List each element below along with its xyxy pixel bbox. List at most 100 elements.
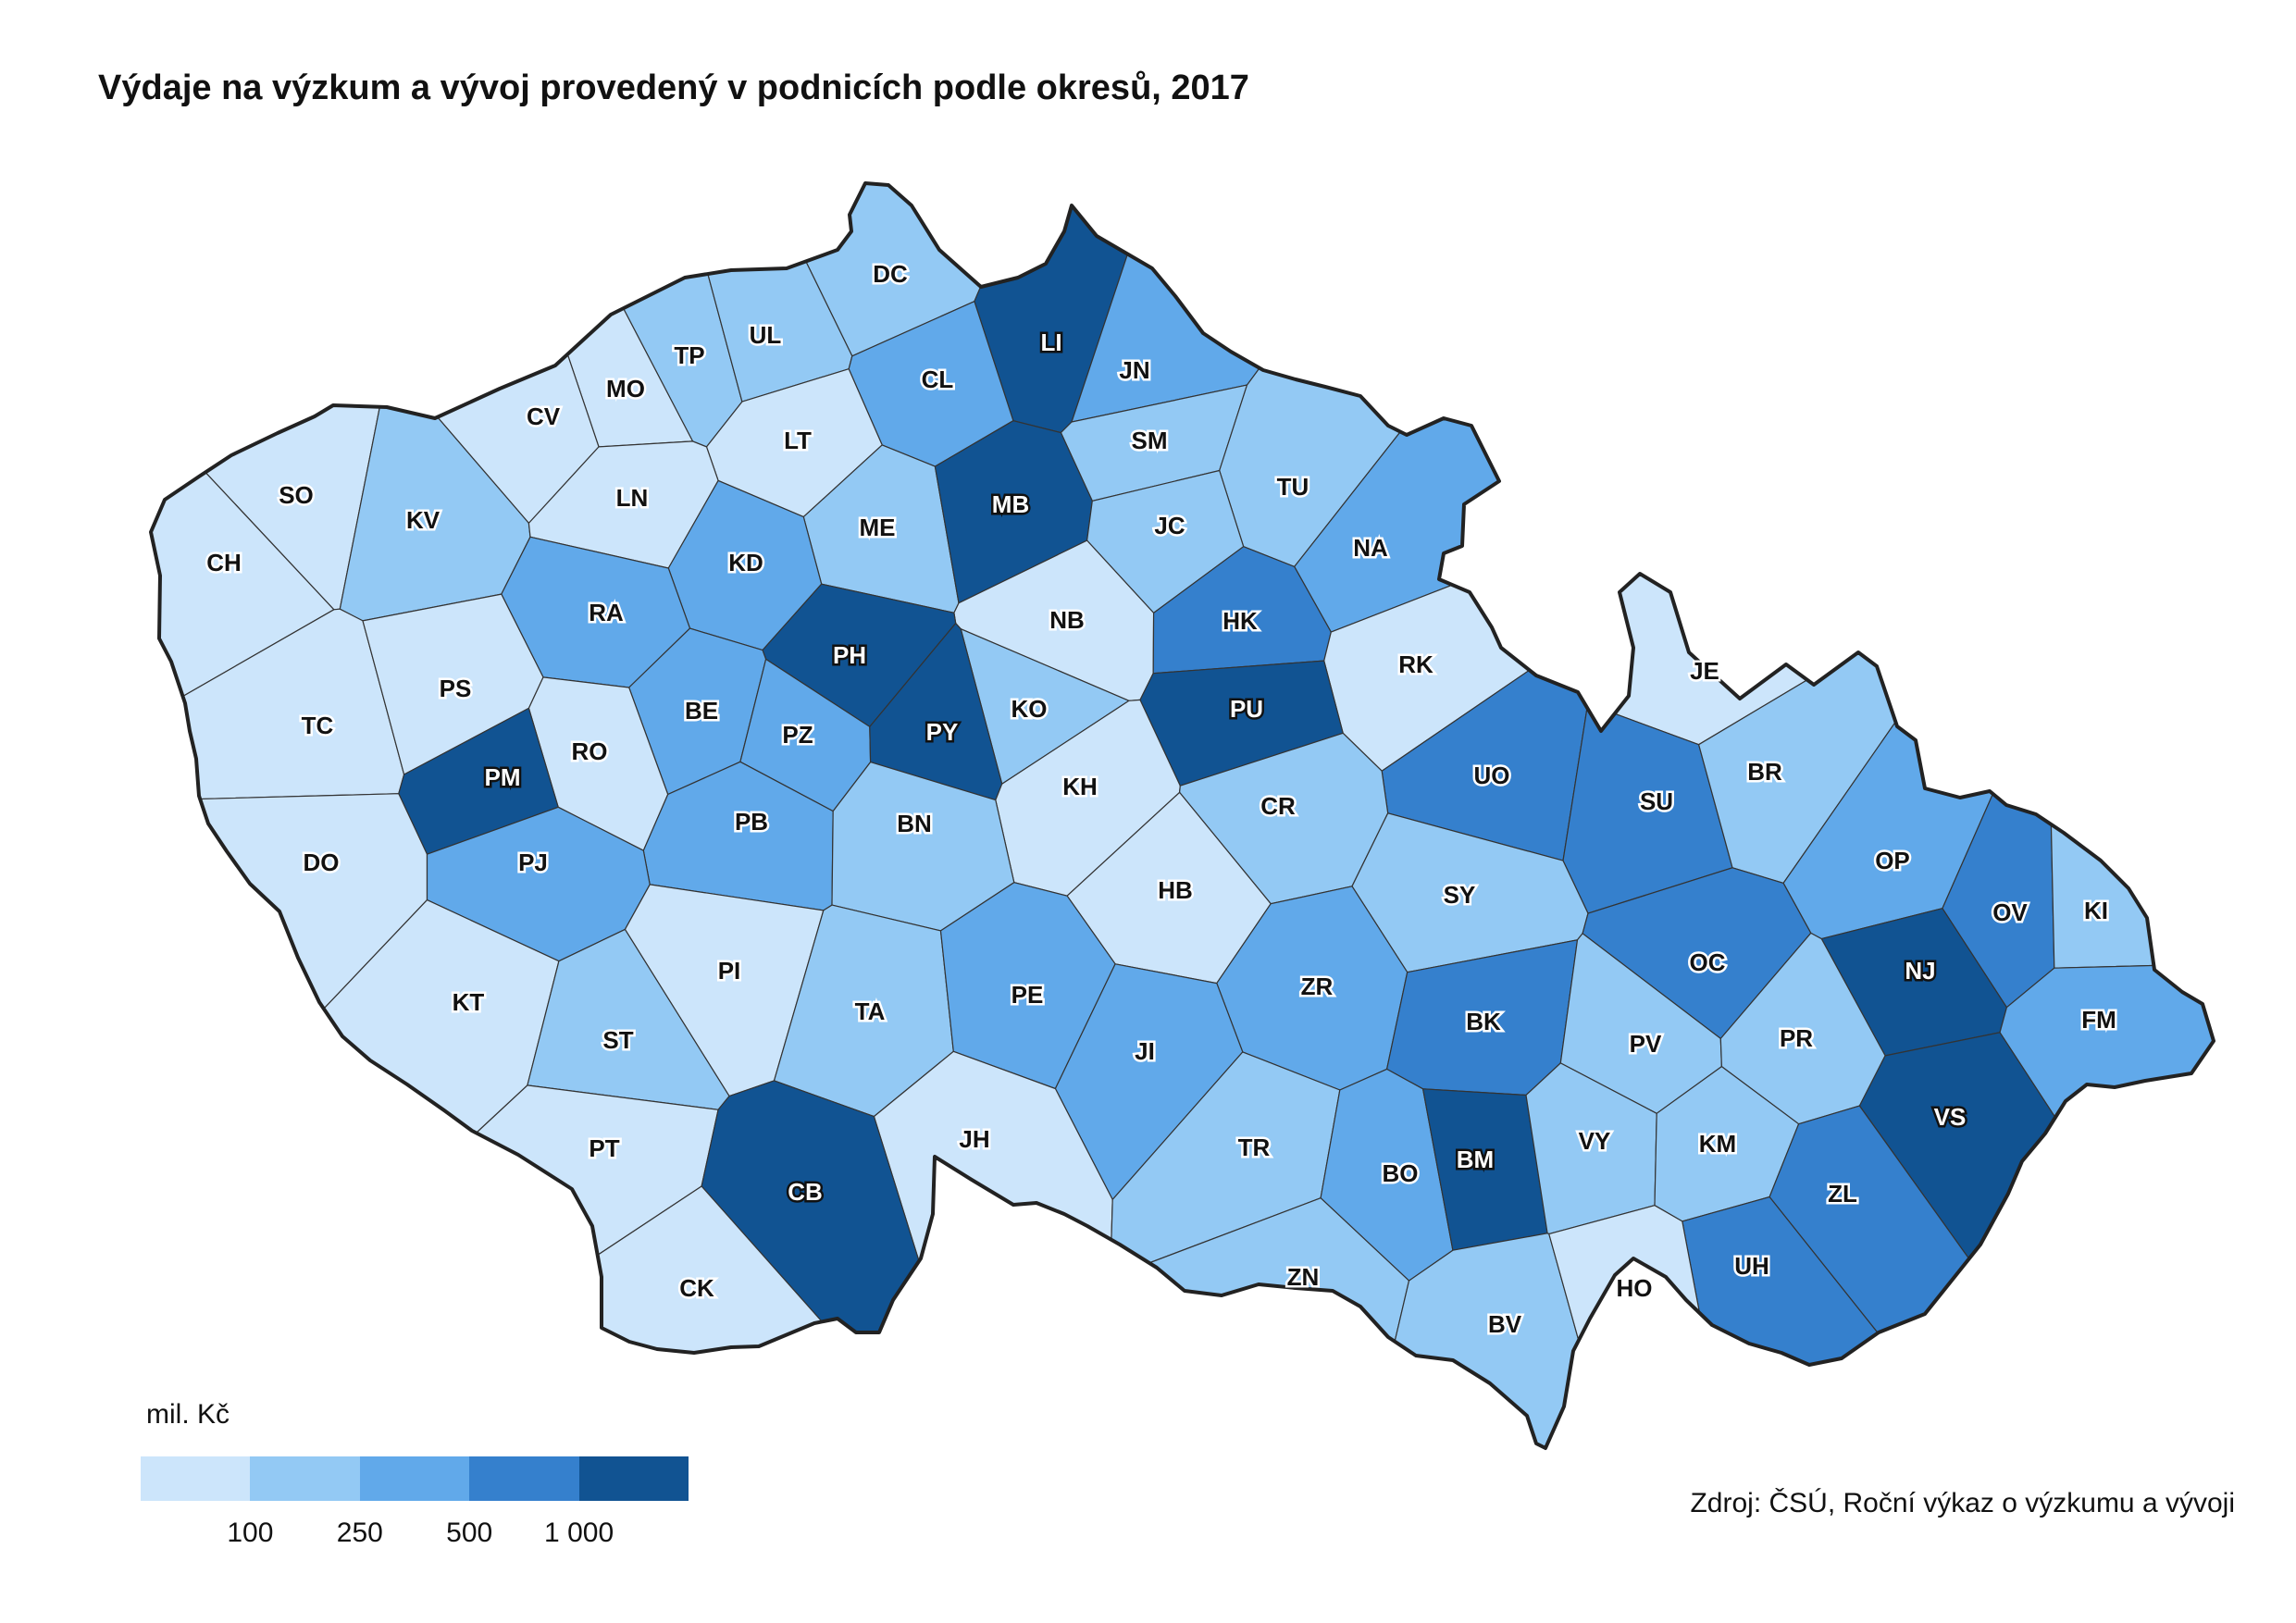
label-sy: SY — [1444, 881, 1476, 909]
legend-swatch-1 — [141, 1456, 251, 1501]
label-pu: PU — [1230, 695, 1263, 723]
label-ck: CK — [679, 1274, 714, 1302]
label-ko: KO — [1011, 695, 1048, 723]
label-na: NA — [1353, 534, 1388, 562]
label-bk: BK — [1466, 1008, 1501, 1035]
label-me: ME — [860, 514, 896, 541]
label-pz: PZ — [782, 721, 813, 749]
label-oc: OC — [1690, 948, 1726, 976]
label-vs: VS — [1934, 1103, 1967, 1131]
label-lt: LT — [784, 427, 812, 454]
source-note: Zdroj: ČSÚ, Roční výkaz o výzkumu a vývo… — [1690, 1488, 2235, 1518]
legend-color-bar — [141, 1456, 689, 1501]
label-ki: KI — [2084, 897, 2108, 924]
label-kd: KD — [728, 549, 763, 576]
label-rk: RK — [1398, 650, 1433, 678]
label-ra: RA — [589, 599, 624, 626]
legend-tick-4: 1 000 — [544, 1518, 614, 1548]
label-ch: CH — [206, 549, 242, 576]
label-pb: PB — [735, 808, 768, 836]
label-kh: KH — [1062, 773, 1098, 800]
label-bn: BN — [897, 810, 932, 837]
legend-swatch-5 — [578, 1456, 689, 1501]
label-km: KM — [1699, 1130, 1736, 1158]
label-vy: VY — [1579, 1127, 1611, 1155]
label-cb: CB — [788, 1178, 823, 1206]
label-hk: HK — [1222, 607, 1258, 635]
district-labels: DC LI TP UL CL JN MO CV LT SM SO KV CH LN ME MB TU JC NA KD… — [205, 257, 2119, 1340]
label-zn: ZN — [1287, 1263, 1320, 1291]
district-je — [1559, 183, 2214, 746]
label-do: DO — [304, 849, 340, 876]
label-ln: LN — [616, 484, 649, 512]
label-su: SU — [1640, 787, 1673, 815]
label-tr: TR — [1238, 1134, 1271, 1161]
label-mo: MO — [606, 375, 645, 403]
label-cv: CV — [527, 403, 561, 430]
label-je: JE — [1690, 657, 1719, 685]
label-py: PY — [926, 718, 959, 746]
label-nb: NB — [1049, 606, 1085, 634]
label-so: SO — [279, 481, 314, 509]
label-pt: PT — [589, 1134, 619, 1162]
label-ps: PS — [440, 675, 472, 702]
label-fm: FM — [2081, 1006, 2116, 1034]
label-kt: KT — [453, 988, 485, 1016]
country-border — [149, 181, 2215, 1450]
label-zl: ZL — [1828, 1180, 1857, 1208]
label-pv: PV — [1630, 1030, 1662, 1058]
legend-swatch-2 — [250, 1456, 360, 1501]
label-bo: BO — [1383, 1159, 1419, 1187]
district-zn — [1024, 1197, 1410, 1448]
label-ro: RO — [572, 737, 608, 765]
label-bv: BV — [1488, 1310, 1522, 1338]
label-ji: JI — [1135, 1037, 1155, 1065]
label-li: LI — [1040, 328, 1061, 356]
district-fm — [1999, 962, 2214, 1403]
label-jn: JN — [1119, 356, 1149, 384]
country-outline — [149, 181, 2215, 1450]
label-kv: KV — [406, 506, 441, 534]
label-ph: PH — [833, 641, 866, 669]
legend-unit: mil. Kč — [146, 1399, 230, 1430]
label-tp: TP — [674, 341, 704, 369]
label-ul: UL — [750, 321, 782, 349]
label-jc: JC — [1154, 512, 1185, 539]
label-mb: MB — [992, 490, 1029, 518]
label-cl: CL — [922, 365, 954, 393]
label-jh: JH — [959, 1125, 989, 1153]
legend-tick-2: 250 — [336, 1518, 383, 1548]
label-op: OP — [1875, 847, 1910, 874]
label-br: BR — [1747, 758, 1782, 786]
legend-tick-3: 500 — [446, 1518, 493, 1548]
label-pe: PE — [1011, 981, 1044, 1009]
label-tu: TU — [1277, 473, 1309, 501]
legend-tick-1: 100 — [227, 1518, 274, 1548]
label-be: BE — [685, 697, 718, 725]
district-cells — [151, 183, 2214, 1448]
legend-swatch-4 — [469, 1456, 579, 1501]
label-pr: PR — [1780, 1024, 1813, 1052]
label-ov: OV — [1992, 898, 2028, 926]
legend-swatch-3 — [359, 1456, 470, 1501]
map-title: Výdaje na výzkum a vývoj provedený v pod… — [98, 68, 1249, 107]
label-bm: BM — [1457, 1146, 1494, 1173]
label-pj: PJ — [518, 849, 548, 876]
label-tc: TC — [302, 712, 334, 739]
label-uh: UH — [1734, 1252, 1769, 1280]
label-ta: TA — [855, 997, 886, 1025]
label-ho: HO — [1617, 1274, 1653, 1302]
label-zr: ZR — [1301, 973, 1334, 1000]
label-cr: CR — [1260, 792, 1296, 820]
label-pi: PI — [718, 957, 741, 985]
label-dc: DC — [873, 260, 908, 288]
label-st: ST — [602, 1026, 633, 1054]
label-pm: PM — [485, 763, 521, 791]
district-ki — [2047, 236, 2214, 969]
label-sm: SM — [1132, 427, 1168, 454]
label-uo: UO — [1474, 762, 1510, 789]
label-hb: HB — [1158, 876, 1193, 904]
label-nj: NJ — [1905, 957, 1935, 985]
